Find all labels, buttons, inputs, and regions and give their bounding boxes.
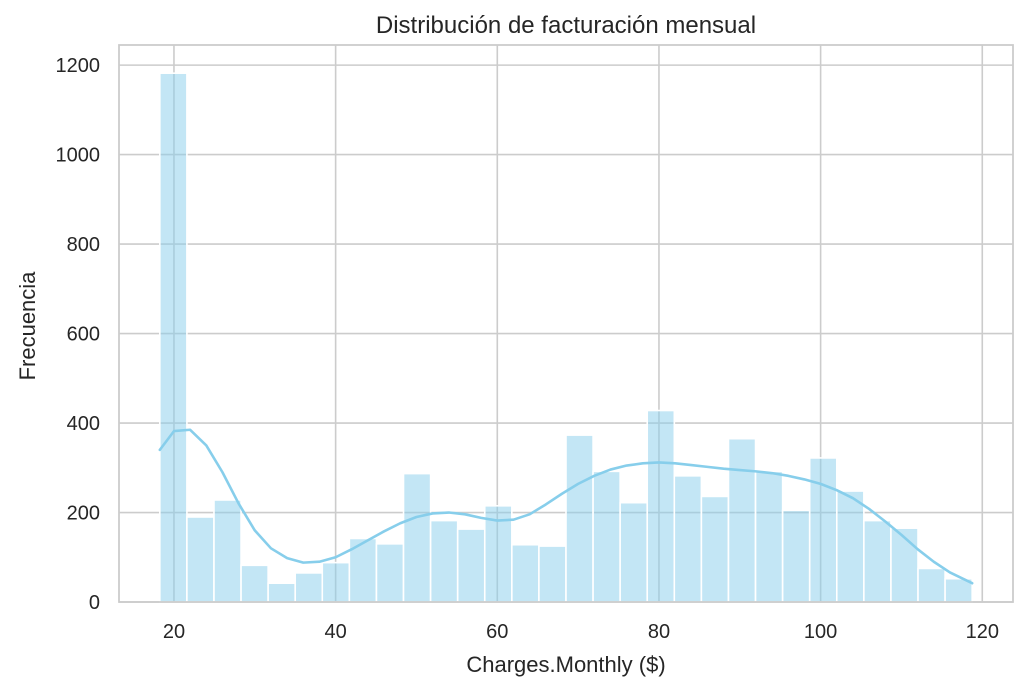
histogram-bar-9	[402, 472, 432, 603]
histogram-bar-25	[835, 490, 865, 603]
x-tick-label-3: 80	[648, 621, 670, 643]
plot-frame	[118, 44, 1014, 603]
y-axis-label: Frecuencia	[15, 271, 40, 381]
x-tick-label-1: 40	[325, 621, 347, 643]
histogram-bar-5	[294, 572, 324, 603]
histogram-bar-17	[619, 501, 649, 603]
histogram-bar-4	[267, 582, 297, 603]
histogram-bar-13	[511, 543, 540, 603]
histogram-bar-20	[700, 495, 730, 603]
y-tick-label-2: 400	[67, 413, 100, 435]
histogram-bar-2	[213, 499, 242, 603]
y-tick-label-5: 1000	[56, 145, 101, 167]
histogram-bar-3	[240, 564, 269, 603]
kde-density-line	[158, 428, 974, 585]
x-axis-label: Charges.Monthly ($)	[466, 652, 665, 677]
grid	[119, 45, 1013, 603]
x-tick-label-4: 100	[804, 621, 837, 643]
histogram-bar-18	[646, 409, 676, 603]
y-tick-label-6: 1200	[56, 55, 101, 77]
x-tick-label-0: 20	[163, 621, 185, 643]
y-tick-label-4: 800	[67, 234, 100, 256]
y-tick-label-3: 600	[67, 324, 100, 346]
histogram-bar-19	[673, 475, 703, 603]
histogram-bar-11	[456, 528, 486, 603]
x-tick-label-5: 120	[966, 621, 999, 643]
x-tick-label-2: 60	[486, 621, 508, 643]
histogram-bar-8	[375, 543, 405, 603]
histogram-bars	[159, 72, 973, 603]
chart-title: Distribución de facturación mensual	[376, 12, 756, 39]
y-axis-ticks: 0 200 400 600 800 1000 1200	[56, 55, 101, 614]
y-tick-label-0: 0	[89, 592, 100, 614]
histogram-bar-6	[321, 561, 351, 603]
histogram-bar-15	[565, 434, 594, 603]
histogram-bar-16	[592, 470, 621, 603]
histogram-bar-0	[159, 72, 188, 603]
histogram-bar-10	[429, 519, 459, 603]
y-tick-label-1: 200	[67, 503, 100, 525]
histogram-bar-28	[917, 567, 946, 603]
x-axis-ticks: 20 40 60 80 100 120	[163, 621, 999, 643]
histogram-bar-14	[538, 545, 567, 603]
histogram-bar-1	[186, 516, 215, 603]
histogram-bar-22	[754, 470, 784, 603]
histogram-bar-26	[863, 519, 892, 603]
histogram-bar-23	[781, 509, 811, 603]
histogram-bar-27	[890, 527, 919, 603]
histogram-bar-21	[727, 437, 757, 603]
histogram-bar-24	[808, 457, 838, 603]
